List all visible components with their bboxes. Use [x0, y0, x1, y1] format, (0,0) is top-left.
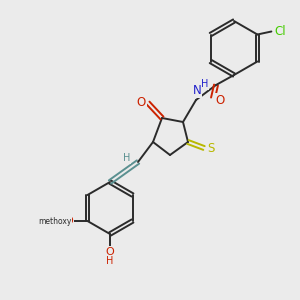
Text: O: O: [106, 247, 114, 257]
Text: O: O: [215, 94, 225, 106]
Text: Cl: Cl: [274, 25, 286, 38]
Text: N: N: [193, 85, 201, 98]
Text: S: S: [207, 142, 215, 155]
Text: methoxy: methoxy: [38, 217, 71, 226]
Text: O: O: [64, 216, 73, 226]
Text: O: O: [136, 95, 146, 109]
Text: H: H: [106, 256, 114, 266]
Text: H: H: [201, 79, 209, 89]
Text: H: H: [123, 153, 131, 163]
